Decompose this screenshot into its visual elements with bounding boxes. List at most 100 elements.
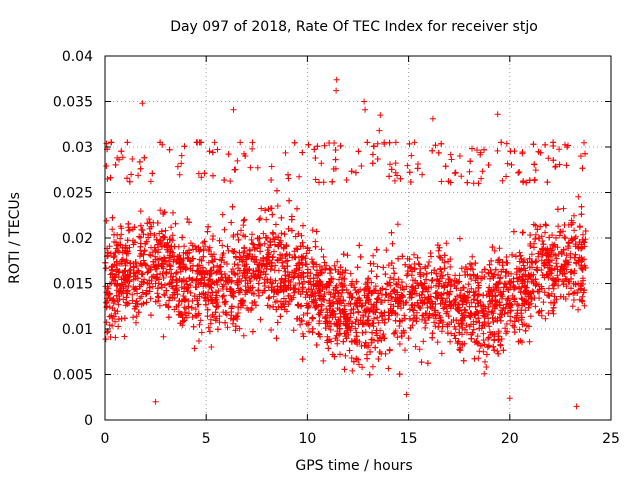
data-point [257,248,264,255]
data-point [498,139,505,146]
data-point [337,351,343,358]
data-point [491,347,498,354]
data-point [517,267,524,274]
data-point [562,296,569,302]
data-point [525,274,532,280]
data-point [361,98,368,105]
data-point [214,146,221,153]
data-point [207,292,214,299]
data-point [395,255,402,262]
data-point [249,231,255,238]
data-point [448,156,455,163]
data-point [533,281,540,288]
data-point [254,245,261,252]
data-point [369,160,376,167]
data-point [187,240,194,247]
data-point [408,294,415,301]
data-point [520,262,527,269]
data-point [577,286,584,293]
data-point [575,306,582,313]
data-point [502,273,509,279]
data-point [532,303,539,310]
data-point [341,366,348,373]
data-point [568,285,574,292]
data-point [579,165,586,172]
data-point [469,145,475,152]
data-point [526,255,533,262]
data-point [436,253,442,260]
data-point [435,324,442,331]
data-point [519,296,526,303]
data-point [205,223,212,230]
data-point [231,270,238,277]
data-point [248,255,255,262]
data-point [391,177,398,184]
data-point [517,252,524,259]
data-point [275,289,282,296]
data-point [534,226,541,233]
data-point [229,203,236,210]
data-point [429,300,436,307]
data-point [541,289,548,296]
data-point [329,299,336,306]
data-point [219,211,226,218]
data-point [471,291,478,298]
data-point [124,139,131,146]
data-point [348,168,355,175]
data-point [321,291,328,297]
data-point [361,342,368,349]
data-point [447,263,454,270]
data-point [209,236,216,243]
data-point [242,256,249,263]
y-axis-title: ROTI / TECUs [7,192,23,284]
data-point [560,205,567,212]
data-point [394,221,401,228]
data-point [316,278,323,285]
data-point [531,161,538,168]
data-point [206,148,213,155]
data-point [541,262,548,269]
data-point [556,146,563,153]
data-point [164,239,171,246]
data-point [227,285,234,292]
data-point [358,303,365,310]
data-point [451,170,458,177]
data-point [172,220,179,227]
data-point [444,330,451,337]
data-point [428,277,435,284]
data-point [540,299,547,306]
data-point [232,271,239,278]
data-point [196,270,203,277]
data-point [329,351,336,358]
data-point [441,304,448,311]
data-point [239,258,246,265]
data-point [367,348,374,355]
data-point [562,141,568,148]
data-point [213,304,220,311]
data-point [314,272,321,279]
data-point [380,331,387,338]
data-point [460,357,467,364]
data-point [432,323,439,330]
data-point [432,290,439,297]
data-point [255,235,262,242]
grid-lines [105,56,611,420]
data-point [171,253,178,260]
data-point [170,273,177,280]
data-point [124,175,130,182]
data-point [438,178,445,185]
data-point [139,100,146,107]
data-point [402,299,409,306]
data-point [295,260,302,267]
data-point [516,249,523,256]
data-point [133,298,140,305]
x-tick-label: 20 [501,431,519,447]
data-point [419,300,426,307]
data-point [144,280,151,287]
data-point [479,168,486,175]
data-point [525,304,532,311]
data-point [154,220,161,226]
data-point [110,254,117,261]
data-point [508,161,515,168]
data-point [352,319,359,325]
